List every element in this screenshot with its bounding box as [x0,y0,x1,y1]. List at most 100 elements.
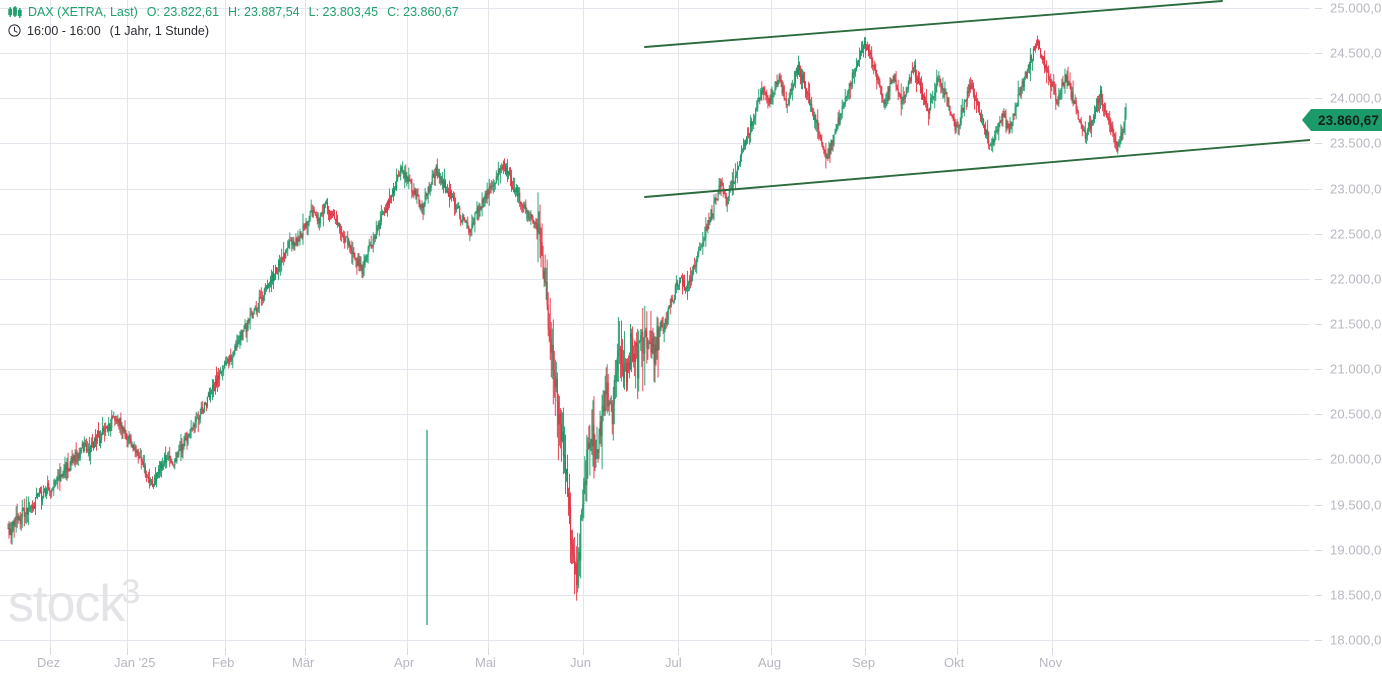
gridline-horizontal [0,324,1310,325]
time-axis-tick [865,648,866,655]
gridline-vertical [678,0,679,648]
gridline-vertical [1052,0,1053,648]
candlestick-icon [8,5,22,18]
time-axis-tick [678,648,679,655]
time-axis-tick [771,648,772,655]
gridline-vertical [771,0,772,648]
price-axis-tick [1315,98,1322,100]
price-axis-tick [1315,369,1322,371]
clock-icon [8,24,21,37]
price-axis-tick [1315,278,1322,280]
legend-instrument: DAX (XETRA, Last) [28,4,138,19]
time-axis-tick [305,648,306,655]
current-price-badge[interactable]: 23.860,67 [1302,109,1382,131]
watermark-text: stock [8,575,125,633]
price-axis-label: 20.000,00 [1330,451,1382,467]
time-axis-label: Dez [37,655,61,670]
price-axis-tick [1315,594,1322,596]
legend-session-row[interactable]: 16:00 - 16:00 (1 Jahr, 1 Stunde) [8,22,468,39]
price-axis-label: 18.000,00 [1330,632,1382,648]
time-axis-label: Nov [1039,655,1063,670]
price-axis-tick [1315,8,1322,9]
time-axis-tick [488,648,489,655]
legend-ohlc-row[interactable]: DAX (XETRA, Last) O: 23.822,61 H: 23.887… [8,3,468,20]
price-axis-label: 22.000,00 [1330,271,1382,287]
gridline-horizontal [0,233,1310,235]
time-axis-tick [50,648,51,655]
price-axis-label: 20.500,00 [1330,406,1382,422]
plot-area[interactable]: stock3 [0,0,1310,648]
gridline-vertical [225,0,226,648]
price-axis-tick [1315,188,1322,190]
price-axis-label: 21.000,00 [1330,361,1382,377]
time-axis-tick [1052,648,1053,655]
time-axis-tick [407,648,408,655]
time-axis-label: Aug [758,655,782,670]
legend-high: H: 23.887,54 [228,4,300,19]
gridline-horizontal [0,278,1310,280]
price-axis-label: 21.500,00 [1330,316,1382,332]
trendline-channel [644,0,1310,198]
price-axis-label: 24.000,00 [1330,90,1382,106]
price-axis-label: 22.500,00 [1330,226,1382,242]
gridline-horizontal [0,640,1310,641]
gridline-horizontal [0,98,1310,100]
gridline-horizontal [0,53,1310,55]
candlestick-series [7,35,1127,625]
gridline-vertical [583,0,584,648]
gridline-horizontal [0,143,1310,145]
price-axis-label: 24.500,00 [1330,45,1382,61]
time-axis-tick [127,648,128,655]
price-axis-label: 23.500,00 [1330,135,1382,151]
price-axis-tick [1315,143,1322,145]
gridline-horizontal [0,414,1310,416]
stock3-watermark: stock3 [8,573,140,633]
time-axis-label: Feb [212,655,235,670]
price-axis-tick [1315,549,1322,551]
chart-legend: DAX (XETRA, Last) O: 23.822,61 H: 23.887… [8,3,468,39]
time-axis-label: Mai [475,655,496,670]
time-axis-label: Jun [570,655,591,670]
gridline-vertical [957,0,958,648]
price-axis-tick [1315,324,1322,325]
price-axis-tick [1315,233,1322,235]
gridline-horizontal [0,8,1310,9]
gridline-vertical [127,0,128,648]
legend-low: L: 23.803,45 [308,4,379,19]
gridline-vertical [407,0,408,648]
price-axis-label: 25.000,00 [1330,0,1382,16]
time-axis-label: Jan '25 [114,655,156,670]
price-badge-value: 23.860,67 [1311,109,1382,131]
time-axis[interactable] [0,648,1310,677]
gridline-vertical [50,0,51,648]
time-axis-tick [957,648,958,655]
time-axis-tick [225,648,226,655]
price-axis-label: 19.500,00 [1330,497,1382,513]
price-axis-tick [1315,504,1322,506]
price-axis[interactable]: 25.000,00 24.500,00 24.000,00 23.500,00 23.0… [1310,0,1382,677]
time-axis-label: Okt [944,655,965,670]
legend-session: 16:00 - 16:00 [27,23,101,38]
time-axis-label: Sep [852,655,876,670]
price-axis-label: 18.500,00 [1330,587,1382,603]
price-axis-tick [1315,53,1322,55]
gridline-horizontal [0,188,1310,190]
watermark-sup: 3 [121,573,140,611]
price-axis-label: 19.000,00 [1330,542,1382,558]
gridline-vertical [865,0,866,648]
gridline-horizontal [0,459,1310,461]
legend-close: C: 23.860,67 [387,4,459,19]
gridline-horizontal [0,549,1310,551]
gridline-horizontal [0,504,1310,506]
price-axis-tick [1315,414,1322,416]
gridline-vertical [488,0,489,648]
price-badge-arrow-icon [1302,109,1311,131]
price-axis-tick [1315,640,1322,641]
price-axis-label: 23.000,00 [1330,181,1382,197]
time-axis-label: Mär [292,655,315,670]
legend-open: O: 23.822,61 [146,4,220,19]
time-axis-tick [583,648,584,655]
legend-range: (1 Jahr, 1 Stunde) [109,23,210,38]
gridline-horizontal [0,594,1310,596]
